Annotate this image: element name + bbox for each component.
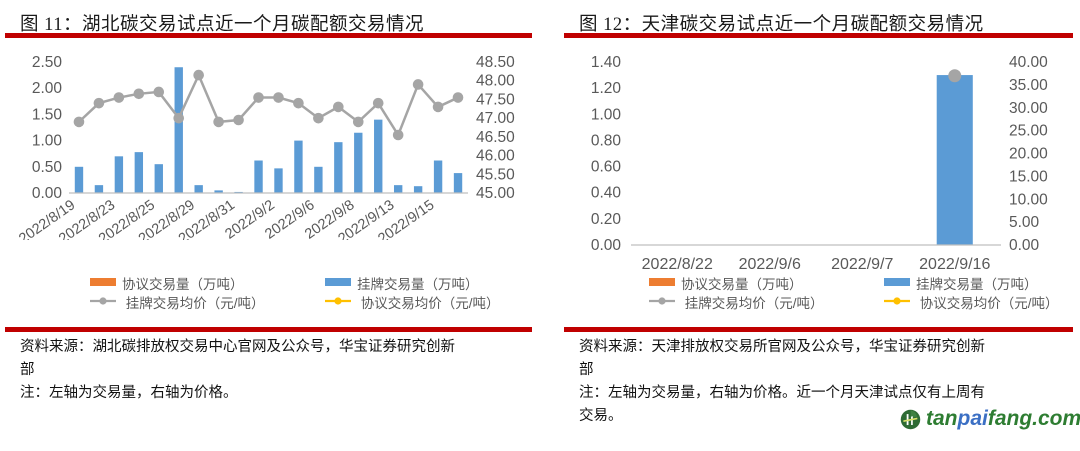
- svg-text:2022/9/6: 2022/9/6: [739, 256, 801, 273]
- svg-text:1.20: 1.20: [591, 80, 622, 97]
- svg-text:1.40: 1.40: [591, 54, 622, 71]
- svg-text:0.80: 0.80: [591, 132, 622, 149]
- svg-text:1.00: 1.00: [591, 106, 622, 123]
- svg-text:0.40: 0.40: [591, 185, 622, 202]
- svg-text:48.00: 48.00: [476, 73, 515, 90]
- svg-text:2.00: 2.00: [32, 80, 63, 97]
- svg-text:46.00: 46.00: [476, 148, 515, 165]
- svg-text:45.50: 45.50: [476, 166, 515, 183]
- svg-text:45.00: 45.00: [476, 185, 515, 202]
- svg-text:1.50: 1.50: [32, 106, 63, 123]
- svg-text:2022/8/22: 2022/8/22: [642, 256, 713, 273]
- svg-text:15.00: 15.00: [1009, 168, 1048, 185]
- svg-text:48.50: 48.50: [476, 54, 515, 71]
- svg-text:0.60: 0.60: [591, 159, 622, 176]
- svg-text:47.50: 47.50: [476, 91, 515, 108]
- svg-text:2022/9/7: 2022/9/7: [831, 256, 893, 273]
- svg-text:0.00: 0.00: [591, 237, 622, 254]
- svg-text:40.00: 40.00: [1009, 54, 1048, 71]
- svg-text:1.00: 1.00: [32, 133, 63, 150]
- svg-text:0.00: 0.00: [32, 185, 63, 202]
- svg-text:2022/9/16: 2022/9/16: [919, 256, 990, 273]
- svg-text:0.50: 0.50: [32, 159, 63, 176]
- svg-text:30.00: 30.00: [1009, 100, 1048, 117]
- svg-text:2.50: 2.50: [32, 54, 63, 71]
- svg-text:47.00: 47.00: [476, 110, 515, 127]
- svg-text:46.50: 46.50: [476, 129, 515, 146]
- svg-text:0.20: 0.20: [591, 211, 622, 228]
- svg-text:5.00: 5.00: [1009, 214, 1040, 231]
- svg-text:0.00: 0.00: [1009, 237, 1040, 254]
- svg-text:35.00: 35.00: [1009, 77, 1048, 94]
- svg-text:25.00: 25.00: [1009, 123, 1048, 140]
- svg-text:20.00: 20.00: [1009, 146, 1048, 163]
- svg-text:10.00: 10.00: [1009, 191, 1048, 208]
